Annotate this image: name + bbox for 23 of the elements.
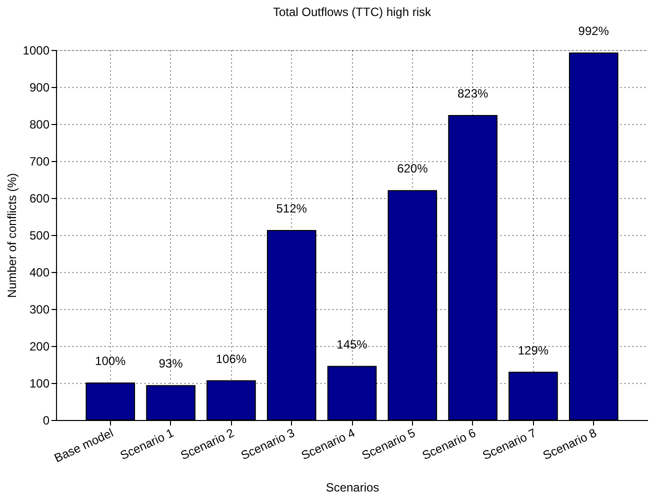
y-tick-label: 0	[42, 414, 50, 428]
data-label: 145%	[336, 337, 368, 352]
data-label: 992%	[578, 24, 610, 38]
data-label: 100%	[95, 354, 126, 368]
y-tick-label: 200	[29, 340, 50, 354]
data-label: 620%	[397, 162, 428, 176]
y-tick-label: 1000	[22, 44, 50, 58]
data-label: 93%	[158, 356, 184, 371]
y-tick-label: 900	[29, 80, 50, 94]
y-axis-title: Number of conflicts (%)	[4, 173, 19, 298]
y-tick-label: 100	[29, 376, 50, 390]
y-tick-label: 800	[29, 118, 50, 132]
y-tick-label: 400	[29, 266, 50, 280]
x-axis-title: Scenarios	[326, 480, 380, 494]
data-label: 129%	[518, 343, 549, 358]
data-label: 106%	[216, 352, 247, 366]
data-label: 823%	[457, 86, 488, 100]
y-tick-label: 500	[29, 228, 50, 242]
y-tick-label: 700	[29, 154, 50, 168]
chart-title: Total Outflows (TTC) high risk	[272, 4, 432, 19]
y-tick-label: 300	[29, 302, 50, 316]
y-tick-label: 600	[29, 192, 50, 206]
data-label: 512%	[276, 202, 308, 216]
